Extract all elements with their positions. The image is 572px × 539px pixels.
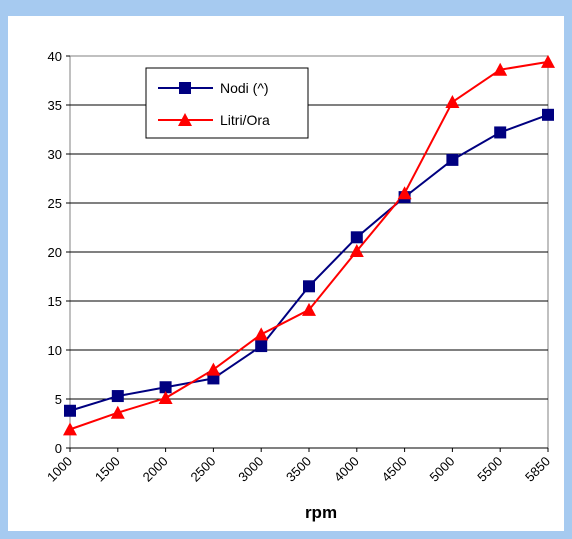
x-tick-label: 4000 bbox=[331, 454, 362, 485]
series-1-point bbox=[350, 231, 363, 244]
legend-marker-2 bbox=[178, 113, 192, 126]
x-tick-label: 1500 bbox=[92, 454, 123, 485]
series-2-point bbox=[349, 244, 364, 258]
y-tick-label: 35 bbox=[48, 98, 62, 113]
series-markers bbox=[63, 54, 555, 436]
y-axis-tick-labels: 0 5 10 15 20 25 30 35 40 bbox=[48, 49, 62, 456]
x-tick-label: 3000 bbox=[235, 454, 266, 485]
series-1-point bbox=[64, 404, 76, 417]
series-2-point bbox=[206, 362, 221, 376]
legend: Nodi (^) Litri/Ora bbox=[145, 67, 309, 139]
chart-area: 0 5 10 15 20 25 30 35 40 1000 1500 2000 2500 3000 350… bbox=[8, 16, 564, 531]
series-2-point bbox=[158, 391, 173, 405]
series-1-point bbox=[446, 153, 459, 166]
series-2-point bbox=[110, 405, 125, 419]
legend-label-2: Litri/Ora bbox=[220, 112, 270, 128]
series-1-point bbox=[159, 381, 172, 394]
series-1-point bbox=[111, 390, 124, 403]
x-tick-label: 5000 bbox=[426, 454, 457, 485]
legend-marker-1 bbox=[179, 82, 191, 94]
x-tick-label: 5850 bbox=[522, 454, 553, 485]
y-tick-label: 10 bbox=[48, 343, 62, 358]
x-tick-label: 4500 bbox=[379, 454, 410, 485]
y-tick-label: 20 bbox=[48, 245, 62, 260]
series-1-point bbox=[494, 126, 507, 139]
y-tick-label: 15 bbox=[48, 294, 62, 309]
series-2-point bbox=[63, 422, 77, 436]
series-2-point bbox=[397, 186, 412, 200]
x-axis-ticks: 1000 1500 2000 2500 3000 3500 4000 4500 5000 5500… bbox=[44, 448, 553, 485]
legend-box bbox=[145, 67, 309, 139]
series-2-point bbox=[302, 302, 316, 316]
x-tick-label: 5500 bbox=[474, 454, 505, 485]
y-tick-label: 30 bbox=[48, 147, 62, 162]
series-2-point bbox=[541, 54, 555, 68]
x-tick-label: 3500 bbox=[283, 454, 314, 485]
legend-label-1: Nodi (^) bbox=[220, 80, 269, 96]
series-2-point bbox=[445, 95, 460, 109]
x-tick-label: 2500 bbox=[187, 454, 218, 485]
x-tick-label: 1000 bbox=[44, 454, 75, 485]
y-tick-label: 0 bbox=[55, 441, 62, 456]
series-1-point bbox=[303, 280, 315, 293]
series-2-point bbox=[493, 62, 508, 76]
series-2-point bbox=[254, 327, 269, 341]
line-chart: 0 5 10 15 20 25 30 35 40 1000 1500 2000 2500 3000 350… bbox=[44, 49, 555, 522]
x-tick-label: 2000 bbox=[140, 454, 171, 485]
y-tick-label: 25 bbox=[48, 196, 62, 211]
x-axis-title: rpm bbox=[305, 503, 337, 522]
y-tick-label: 5 bbox=[55, 392, 62, 407]
y-tick-label: 40 bbox=[48, 49, 62, 64]
series-1-point bbox=[255, 340, 268, 353]
series-1-point bbox=[542, 108, 554, 121]
